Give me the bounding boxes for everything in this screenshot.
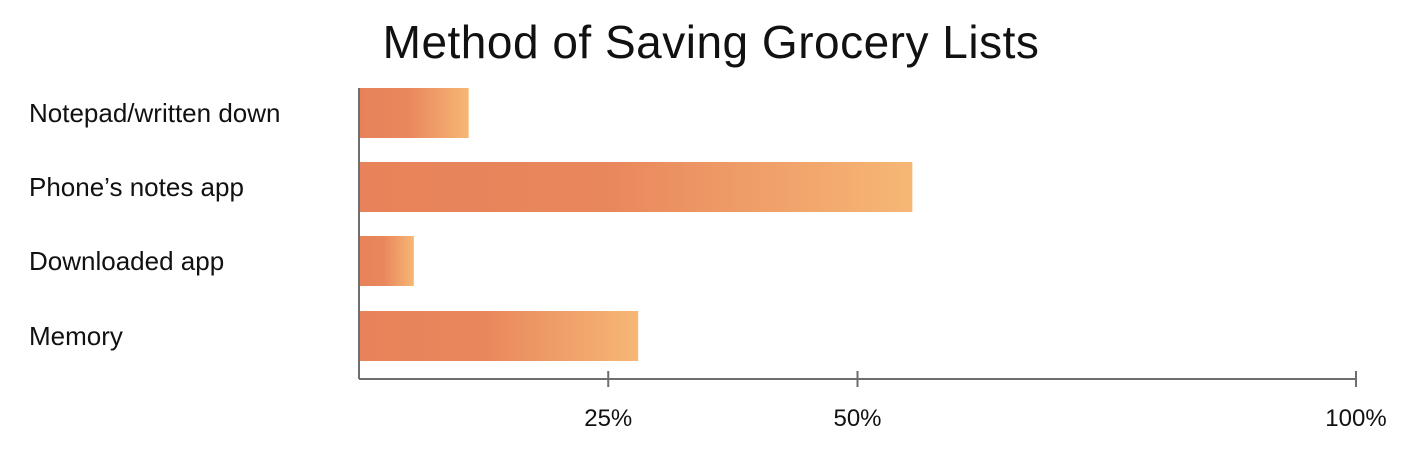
bar-downloaded-app: [359, 236, 414, 286]
bar-phone-s-notes-app: [359, 162, 913, 212]
category-label: Phone’s notes app: [29, 172, 244, 202]
category-label: Downloaded app: [29, 246, 224, 276]
category-label: Notepad/written down: [29, 98, 280, 128]
x-tick-label: 50%: [833, 405, 881, 432]
bars-layer: [359, 88, 913, 361]
x-tick-label: 100%: [1325, 405, 1386, 432]
category-labels: Notepad/written down Phone’s notes app Dow…: [29, 98, 280, 351]
bar-memory: [359, 311, 639, 361]
chart-title: Method of Saving Grocery Lists: [382, 16, 1040, 68]
category-label: Memory: [29, 321, 123, 351]
x-axis: 25% 50% 100%: [358, 88, 1387, 432]
x-tick-label: 25%: [584, 405, 632, 432]
bar-notepad-written-down: [359, 88, 469, 138]
